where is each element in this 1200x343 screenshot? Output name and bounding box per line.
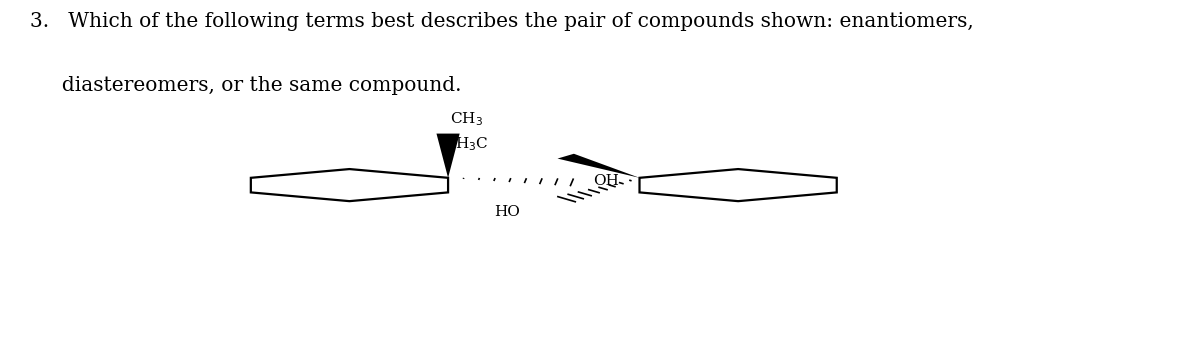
Text: H$_3$C: H$_3$C	[456, 135, 488, 153]
Polygon shape	[558, 154, 640, 178]
Text: OH: OH	[593, 174, 619, 188]
Text: HO: HO	[493, 205, 520, 219]
Text: 3.   Which of the following terms best describes the pair of compounds shown: en: 3. Which of the following terms best des…	[30, 12, 974, 31]
Text: CH$_3$: CH$_3$	[450, 111, 484, 129]
Polygon shape	[437, 133, 460, 178]
Text: diastereomers, or the same compound.: diastereomers, or the same compound.	[30, 76, 462, 95]
